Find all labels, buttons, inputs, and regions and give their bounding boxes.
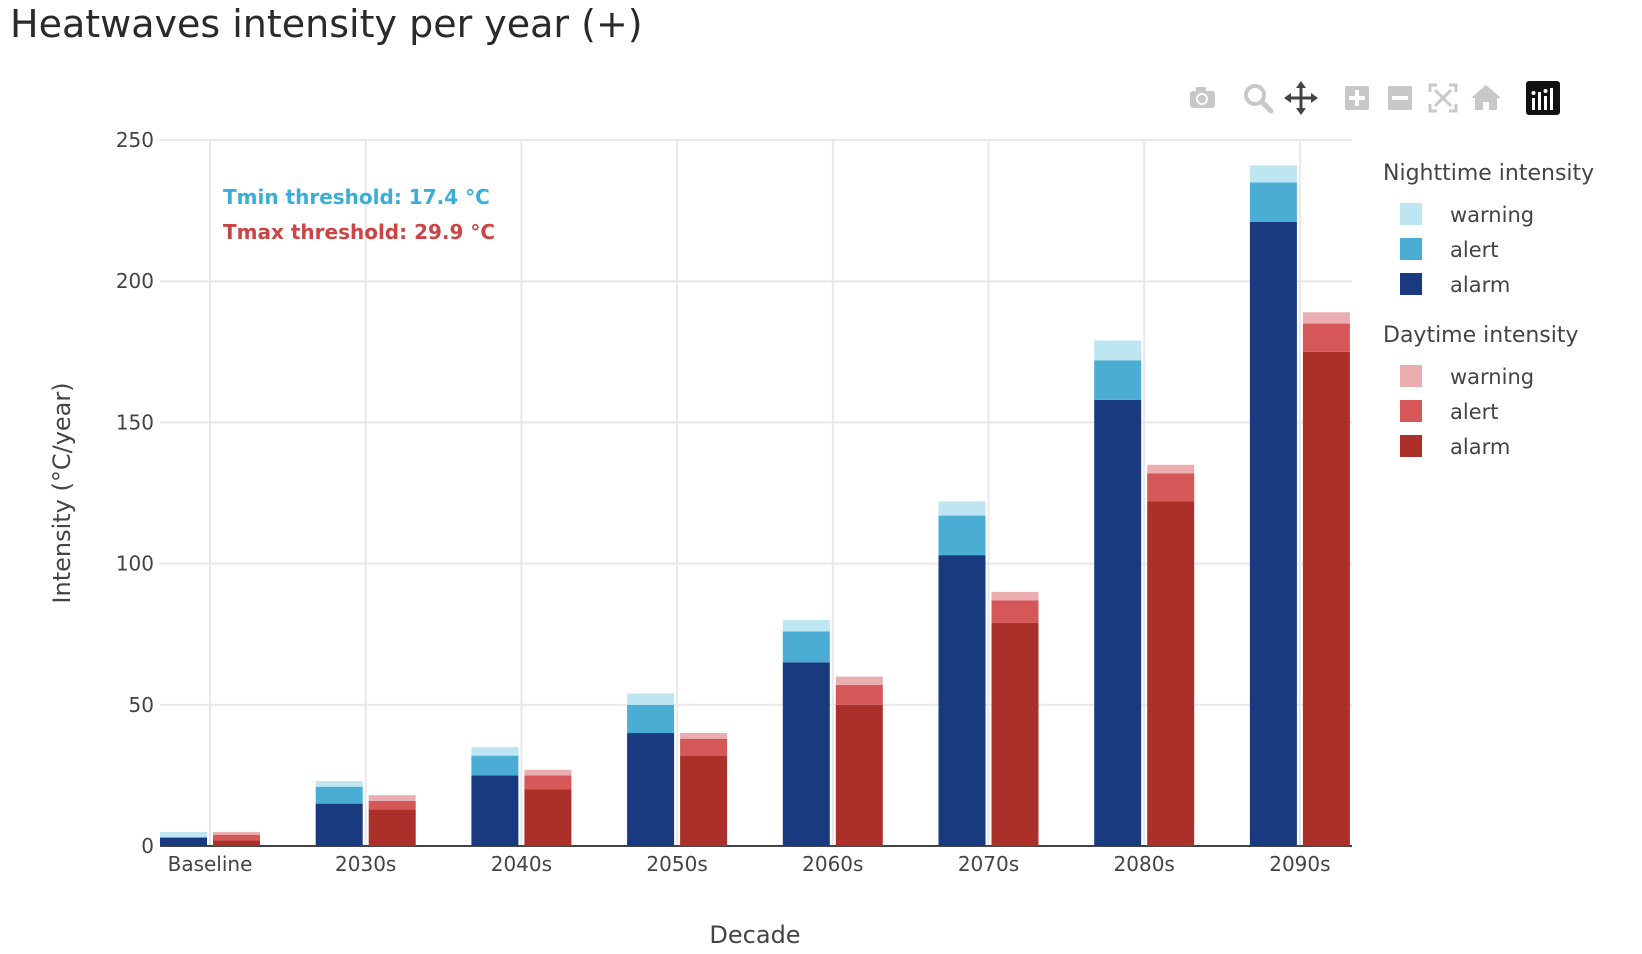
zoom-icon[interactable] [1238,78,1278,118]
bar-day-alert [1147,473,1195,502]
bars [160,165,1350,846]
bar-day-alert [213,834,260,841]
bar-night-alarm [627,733,675,846]
bar-night-warning [1094,340,1142,361]
y-axis-ticks: 0 50 100 150 200 250 [116,128,154,858]
legend-label-alarm: alarm [1450,273,1510,297]
bar-day-warning [680,733,728,739]
bar-night-warning [471,747,519,756]
bar-night-alarm [315,803,363,846]
reset-axes-icon[interactable] [1466,78,1506,118]
threshold-annotation: Tmin threshold: 17.4 °C [223,185,490,209]
bar-night-alarm [938,555,986,846]
bar-day-alert [368,800,416,810]
legend: Nighttime intensity warning alert alarm Dayt… [1383,161,1594,459]
bar-night-alert [471,755,519,776]
x-tick-label: 2060s [802,852,863,876]
legend-swatch-alarm [1400,435,1422,457]
legend-label-alert: alert [1450,238,1499,262]
x-axis-ticks: Baseline 2030s 2040s 2050s 2060s 2070s 2080s 20… [168,852,1331,876]
bar-day-alert [680,738,728,756]
bar-night-warning [160,831,207,838]
legend-label-alarm: alarm [1450,435,1510,459]
bar-day-warning [991,591,1039,601]
bar-night-warning [627,693,675,705]
bar-night-alarm [782,662,830,846]
y-tick-label: 200 [116,269,154,293]
legend-swatch-alarm [1400,273,1422,295]
bar-day-warning [524,769,572,776]
annotations: Tmin threshold: 17.4 °C Tmax threshold: 2… [223,185,495,244]
legend-swatch-alert [1400,238,1422,260]
legend-label-warning: warning [1450,203,1534,227]
bar-day-warning [835,676,883,686]
y-tick-label: 100 [116,552,154,576]
bar-night-warning [315,781,363,787]
bar-day-alert [524,775,572,790]
bar-night-alarm [1249,221,1297,846]
bar-day-alarm [1147,501,1195,846]
plotly-logo-icon[interactable] [1523,78,1563,118]
x-tick-label: 2080s [1114,852,1175,876]
bar-day-alarm [368,809,416,846]
autoscale-icon[interactable] [1423,78,1463,118]
bar-day-alarm [524,789,572,846]
legend-label-alert: alert [1450,400,1499,424]
legend-group-title: Nighttime intensity [1383,161,1594,186]
bar-night-alarm [160,837,207,846]
y-tick-label: 150 [116,410,154,434]
zoom-in-icon[interactable] [1337,78,1377,118]
y-axis-title: Intensity (°C/year) [48,382,76,603]
bar-night-warning [782,620,830,632]
bar-night-alert [938,515,986,556]
bar-night-alert [627,704,675,734]
bar-day-alert [991,600,1039,623]
bar-night-warning [1249,165,1297,183]
x-tick-label: 2040s [491,852,552,876]
x-tick-label: 2090s [1269,852,1330,876]
bar-day-alert [1302,323,1350,352]
bar-day-alarm [991,622,1039,846]
y-tick-label: 0 [141,834,154,858]
bar-day-alert [835,685,883,705]
bar-night-alert [1249,182,1297,222]
x-tick-label: 2050s [646,852,707,876]
bar-night-alarm [1094,399,1142,846]
threshold-annotation: Tmax threshold: 29.9 °C [223,220,495,244]
bar-night-alarm [471,775,519,846]
chart-title: Heatwaves intensity per year (+) [10,2,643,46]
camera-icon[interactable] [1182,78,1222,118]
legend-swatch-alert [1400,400,1422,422]
x-tick-label: 2030s [335,852,396,876]
pan-icon[interactable] [1281,78,1321,118]
bar-day-alarm [680,755,728,846]
bar-day-alarm [213,840,260,846]
bar-day-warning [1302,312,1350,324]
bar-night-alert [782,631,830,663]
legend-swatch-warning [1400,365,1422,387]
bar-night-alert [315,786,363,804]
bar-day-warning [1147,464,1195,474]
legend-label-warning: warning [1450,365,1534,389]
legend-swatch-warning [1400,203,1422,225]
bar-day-alarm [835,704,883,846]
x-axis-title: Decade [709,921,800,949]
y-tick-label: 50 [129,693,154,717]
x-tick-label: Baseline [168,852,253,876]
legend-group-title: Daytime intensity [1383,323,1579,348]
bar-night-alert [1094,360,1142,400]
bar-night-warning [938,501,986,516]
bar-day-warning [368,795,416,801]
bar-day-alarm [1302,351,1350,846]
zoom-out-icon[interactable] [1380,78,1420,118]
bar-day-warning [213,831,260,835]
y-tick-label: 250 [116,128,154,152]
x-tick-label: 2070s [958,852,1019,876]
modebar [1190,78,1630,122]
